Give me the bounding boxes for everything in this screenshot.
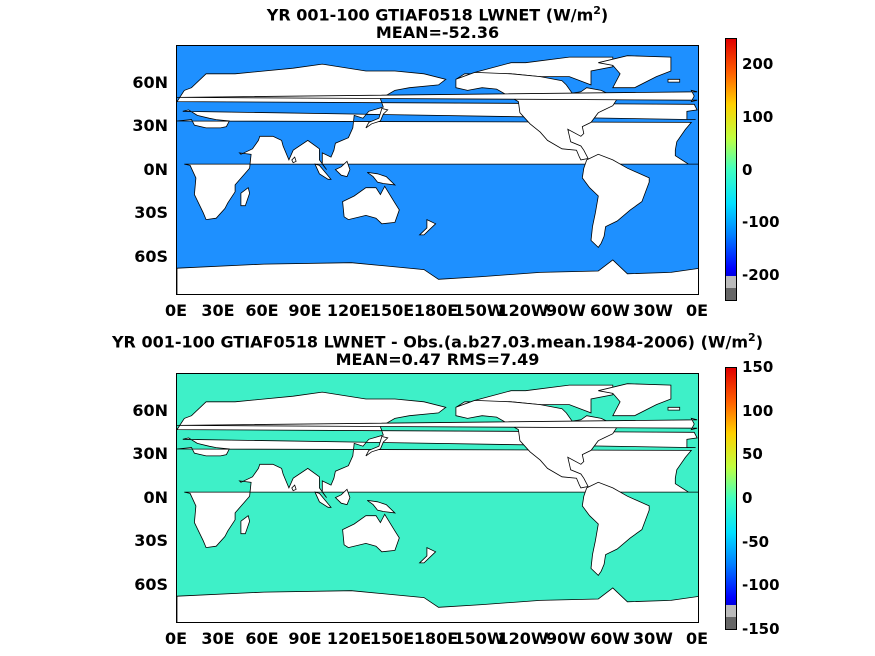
panel2-title-line2: MEAN=0.47 RMS=7.49 <box>335 350 540 369</box>
landmass-eurasia-africa <box>177 391 698 549</box>
lon-label: 150E <box>369 301 415 320</box>
panel2-cbar-tick-minus150: -150 <box>742 620 780 638</box>
panel2-cbar-tick-100: 100 <box>742 402 774 420</box>
landmass-iceland <box>667 78 681 83</box>
landmass-greenland <box>598 55 672 89</box>
panel1-cbar-tick-minus100: -100 <box>742 213 780 231</box>
landmass-borneo <box>334 160 351 178</box>
panel1-title-line2: MEAN=-52.36 <box>375 23 500 42</box>
panel1-cbar-tick-minus200: -200 <box>742 266 780 284</box>
panel1-lat-label-0n: 0N <box>143 160 168 179</box>
lon-label: 150W <box>453 301 505 320</box>
lon-label: 30E <box>201 301 235 320</box>
lon-label: 90E <box>288 301 322 320</box>
lon-label: 90W <box>546 629 586 648</box>
panel2-lat-label-0n: 0N <box>143 488 168 507</box>
landmass-new-zealand <box>418 218 437 236</box>
panel2-cbar-tick-minus50: -50 <box>742 533 770 551</box>
landmass-uk <box>177 417 698 431</box>
lon-label: 120E <box>326 629 372 648</box>
landmass-madagascar <box>240 187 251 207</box>
lon-label: 60W <box>590 629 630 648</box>
lon-label: 150W <box>453 629 505 648</box>
panel2-cbar-tick-150: 150 <box>742 358 774 376</box>
landmass-south-america <box>581 153 650 249</box>
panel1-map <box>176 45 699 295</box>
landmass-sri-lanka <box>291 156 297 164</box>
landmass-antarctica <box>177 259 698 294</box>
panel1-lat-label-60n: 60N <box>132 73 168 92</box>
landmass-japan <box>365 436 389 457</box>
landmass-borneo <box>334 488 351 506</box>
panel2-map <box>176 373 699 623</box>
landmass-greenland <box>598 383 672 417</box>
landmass-new-guinea <box>367 172 397 186</box>
landmass-australia <box>342 513 400 553</box>
panel2-lat-label-60s: 60S <box>134 575 168 594</box>
panel1-cbar-tick-0: 0 <box>742 161 753 179</box>
panel1-title-line1: YR 001-100 GTIAF0518 LWNET (W/m2) <box>266 4 609 25</box>
landmass-madagascar <box>240 515 251 535</box>
lon-label: 30E <box>201 629 235 648</box>
lon-label: 150E <box>369 629 415 648</box>
landmass-iceland <box>667 406 681 411</box>
panel2-lat-label-30s: 30S <box>134 531 168 550</box>
lon-label: 30W <box>633 629 673 648</box>
panel2-colorbar <box>725 367 737 630</box>
lon-label: 60E <box>245 301 279 320</box>
landmass-sumatra <box>314 163 332 180</box>
lon-label: 0E <box>164 301 188 320</box>
lon-label: 0E <box>685 301 709 320</box>
panel2-cbar-tick-minus100: -100 <box>742 576 780 594</box>
landmass-eurasia-africa <box>177 63 698 221</box>
landmass-sumatra <box>314 491 332 508</box>
panel1-lat-label-30n: 30N <box>132 116 168 135</box>
panel1-colorbar <box>725 38 737 301</box>
landmass-sri-lanka <box>291 484 297 492</box>
colorbar-missing-swatch <box>726 605 736 629</box>
lon-label: 0E <box>164 629 188 648</box>
panel1-lat-label-60s: 60S <box>134 247 168 266</box>
landmass-uk <box>177 89 698 103</box>
panel1-cbar-tick-100: 100 <box>742 108 774 126</box>
lon-label: 0E <box>685 629 709 648</box>
landmass-antarctica <box>177 587 698 622</box>
landmass-new-zealand <box>418 546 437 564</box>
lon-label: 120W <box>497 301 549 320</box>
panel2-cbar-tick-0: 0 <box>742 489 753 507</box>
panel2-lat-label-60n: 60N <box>132 401 168 420</box>
lon-label: 90E <box>288 629 322 648</box>
landmass-south-america <box>581 481 650 577</box>
lon-label: 90W <box>546 301 586 320</box>
panel1-cbar-tick-200: 200 <box>742 55 774 73</box>
landmass-australia <box>342 185 400 225</box>
lon-label: 30W <box>633 301 673 320</box>
lon-label: 60W <box>590 301 630 320</box>
lon-label: 60E <box>245 629 279 648</box>
panel2-title-line1: YR 001-100 GTIAF0518 LWNET - Obs.(a.b27.… <box>111 331 764 352</box>
panel1-lat-label-30s: 30S <box>134 203 168 222</box>
lon-label: 180E <box>413 301 459 320</box>
landmass-new-guinea <box>367 500 397 514</box>
landmass-japan <box>365 108 389 129</box>
panel2-cbar-tick-50: 50 <box>742 445 763 463</box>
colorbar-missing-swatch <box>726 276 736 300</box>
lon-label: 120W <box>497 629 549 648</box>
lon-label: 180E <box>413 629 459 648</box>
lon-label: 120E <box>326 301 372 320</box>
panel2-lat-label-30n: 30N <box>132 444 168 463</box>
